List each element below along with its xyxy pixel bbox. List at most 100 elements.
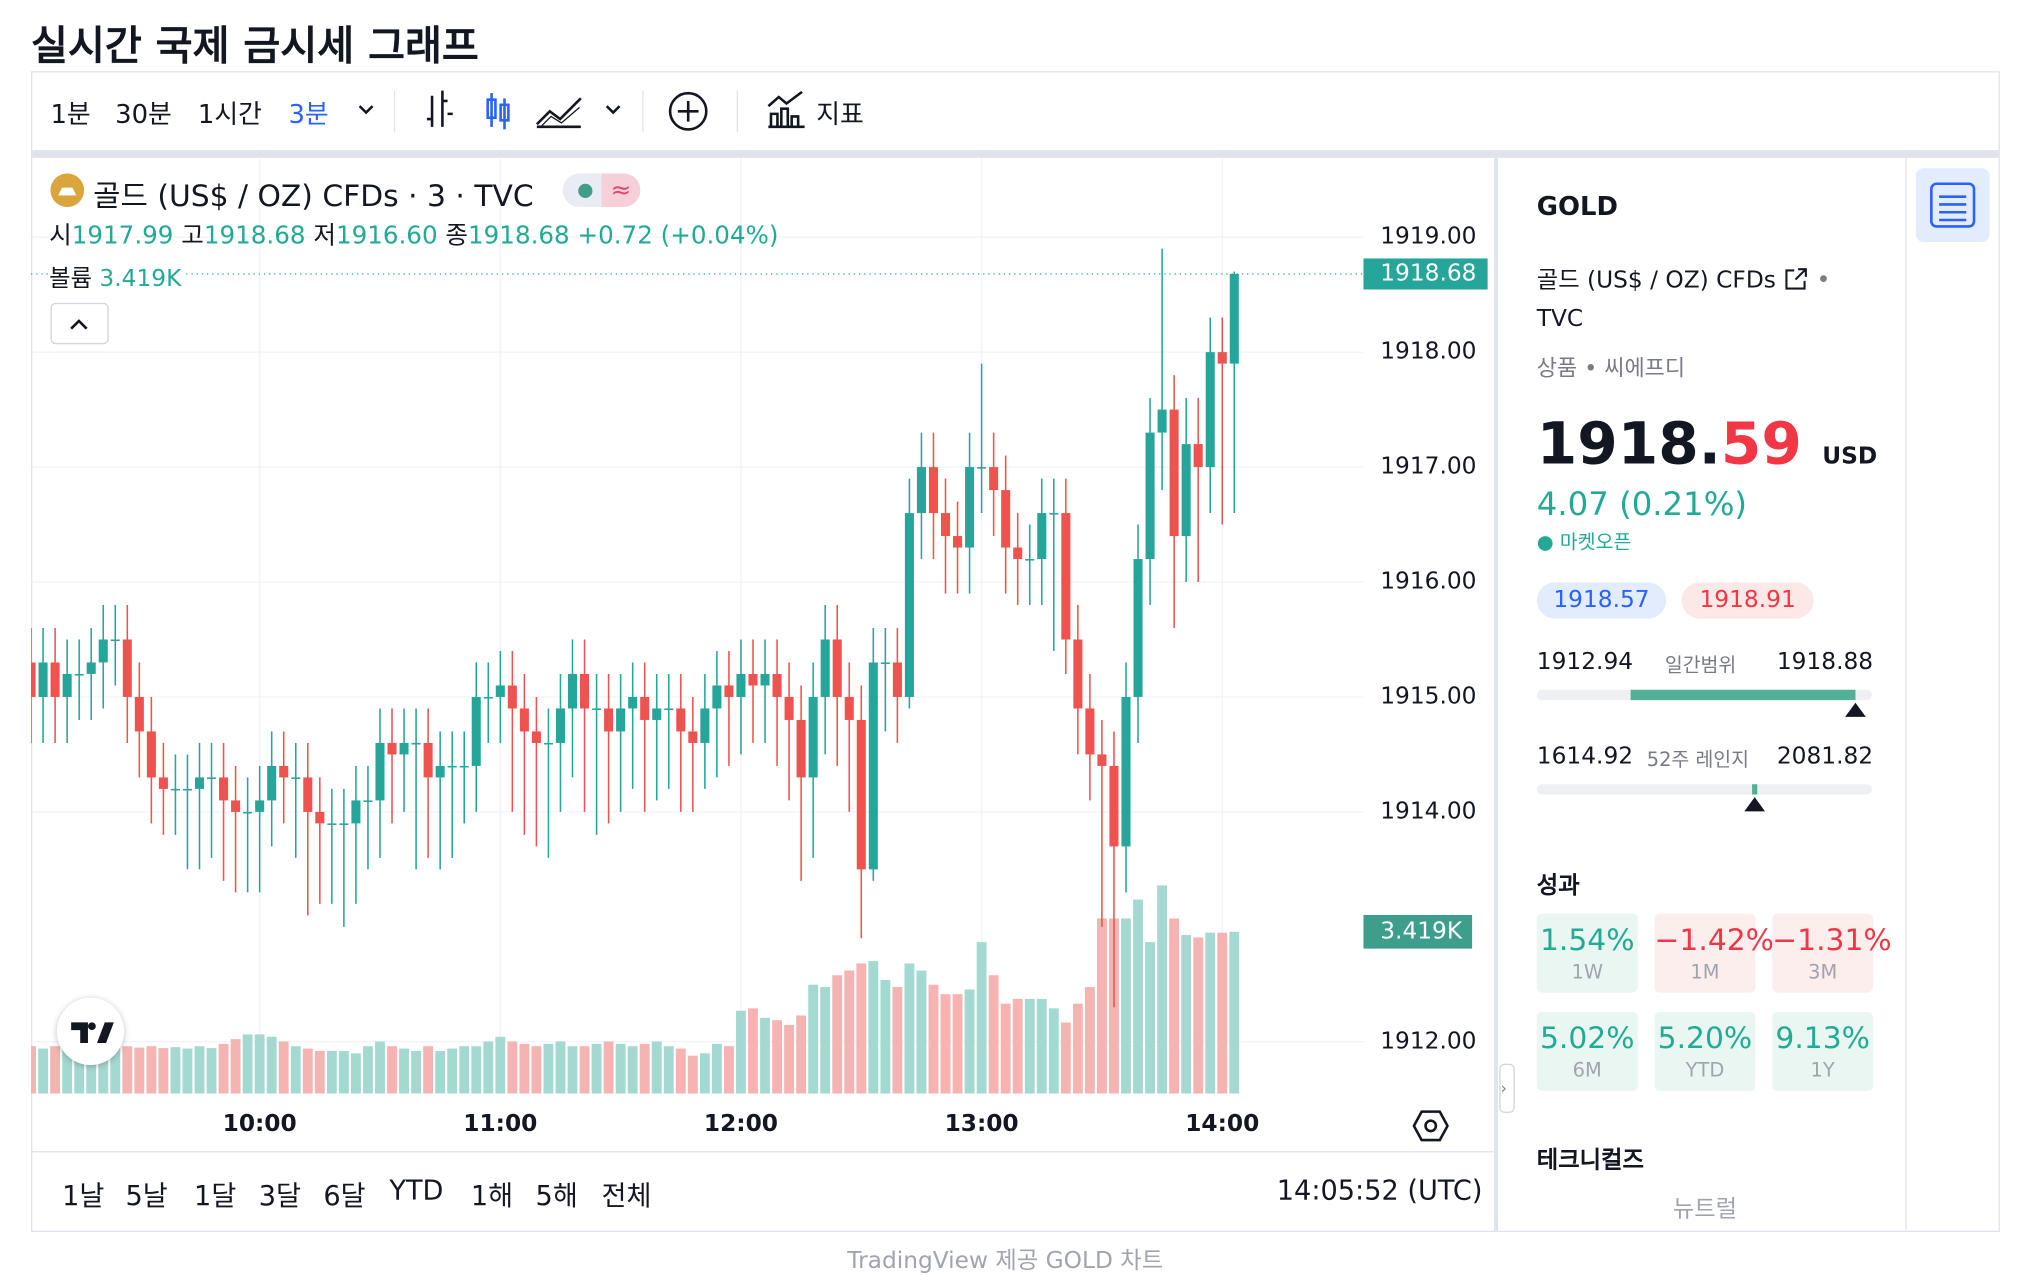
candle-body [483, 696, 493, 699]
performance-card[interactable]: 5.02% 6M [1536, 1011, 1638, 1091]
candle-body [676, 708, 686, 732]
volume-bar [1097, 918, 1107, 1094]
candle-body [592, 708, 602, 711]
y-tick-label: 1919.00 [1380, 223, 1476, 250]
volume-bar [711, 1043, 722, 1094]
day-low: 1912.94 [1536, 648, 1634, 676]
chevron[interactable] [605, 105, 621, 115]
volume-bar [50, 1046, 61, 1094]
x-tick-label: 13:00 [945, 1110, 1019, 1137]
ohlc-label: 고 [181, 221, 204, 250]
performance-card[interactable]: 1.54% 1W [1536, 913, 1638, 993]
volume-bar [1048, 1008, 1059, 1094]
candle-body [363, 800, 373, 802]
volume-bar [471, 1046, 482, 1094]
range-marker [1744, 797, 1766, 812]
volume-bar [1181, 935, 1192, 1094]
candle-body [844, 696, 854, 720]
volume-bar [254, 1034, 265, 1094]
compare-button[interactable] [668, 91, 708, 131]
candle-body [904, 513, 914, 697]
collapse-legend[interactable] [50, 302, 109, 345]
subcategory: 씨에프디 [1604, 355, 1686, 382]
volume-bar [591, 1043, 602, 1094]
candle-body [580, 673, 590, 709]
range-button[interactable]: YTD [389, 1175, 444, 1207]
candle-body [1169, 409, 1179, 537]
volume-bar [784, 1024, 795, 1094]
x-tick-label: 12:00 [704, 1110, 778, 1137]
candle-body [724, 685, 734, 697]
volume-bar [447, 1048, 458, 1094]
interval-button[interactable]: 3분 [288, 98, 329, 130]
candle-body [736, 673, 746, 697]
chevron[interactable] [358, 105, 374, 115]
volume-bar [904, 963, 915, 1094]
range-button[interactable]: 전체 [601, 1180, 652, 1212]
performance-card[interactable]: 5.20% YTD [1654, 1011, 1756, 1091]
volume-bar [555, 1041, 566, 1094]
performance-value: −1.31% [1772, 923, 1892, 958]
performance-card[interactable]: 9.13% 1Y [1772, 1011, 1874, 1091]
indicator-icon[interactable] [767, 90, 805, 129]
performance-value: 1.54% [1539, 923, 1635, 958]
toolbar-icons [358, 90, 805, 132]
ohlc-value: 1918.68 [468, 221, 570, 250]
day-high: 1918.88 [1776, 648, 1874, 676]
bar-style-icon[interactable] [426, 90, 453, 127]
year-range-label: 52주 레인지 [1646, 747, 1750, 772]
volume-bars [31, 885, 1240, 1094]
volume-bar [98, 1046, 109, 1094]
last-price-label: 1918.68 [1380, 259, 1476, 286]
details-button[interactable] [1915, 168, 1990, 242]
volume-bar [351, 1053, 361, 1094]
interval-button[interactable]: 1시간 [197, 98, 262, 130]
candle-body [423, 742, 433, 778]
range-button[interactable]: 3달 [258, 1180, 302, 1212]
range-button[interactable]: 5해 [535, 1180, 578, 1212]
candle-body [243, 811, 253, 814]
volume-bar [988, 975, 999, 1094]
indicators-button[interactable]: 지표 [816, 98, 864, 130]
volume-bar [1012, 998, 1023, 1094]
candle-style-icon[interactable] [486, 93, 510, 130]
interval-button[interactable]: 1분 [50, 98, 91, 130]
x-tick-label: 10:00 [223, 1110, 297, 1137]
volume-bar [844, 970, 855, 1094]
candle-body [531, 731, 541, 743]
price: 1918.59 USD [1537, 409, 1877, 478]
sidebar-toggle[interactable]: › [1499, 1063, 1515, 1113]
range-button[interactable]: 6달 [323, 1180, 366, 1212]
volume-bar [916, 970, 927, 1094]
candle-body [1181, 444, 1191, 537]
y-tick-label: 1914.00 [1380, 797, 1476, 824]
candle-body [784, 696, 794, 720]
range-button[interactable]: 1해 [470, 1180, 514, 1212]
volume-bar [1193, 937, 1204, 1094]
performance-card[interactable]: −1.31% 3M [1772, 913, 1892, 993]
performance-period: 1W [1571, 960, 1604, 984]
tradingview-logo[interactable] [56, 997, 125, 1066]
volume-bar [326, 1050, 337, 1094]
performance-card[interactable]: −1.42% 1M [1654, 913, 1774, 993]
performance-value: 5.20% [1657, 1022, 1753, 1056]
volume-bar [31, 1046, 36, 1094]
interval-button[interactable]: 30분 [115, 98, 172, 130]
volume-bar [976, 942, 987, 1094]
candle-body [1229, 273, 1239, 364]
candle-body [1157, 409, 1167, 433]
grid [31, 157, 1364, 1094]
settings-icon[interactable] [1412, 1108, 1449, 1144]
range-button[interactable]: 1날 [62, 1180, 105, 1212]
area-style-icon[interactable] [535, 97, 582, 129]
volume-bar [38, 1048, 48, 1094]
candle-body [977, 467, 987, 469]
range-button[interactable]: 1달 [194, 1180, 237, 1212]
volume-bar [459, 1046, 470, 1094]
volume-bar [856, 963, 867, 1094]
range-button[interactable]: 5날 [125, 1180, 168, 1212]
candle-body [1121, 696, 1131, 847]
external-link[interactable] [1783, 267, 1809, 290]
volume-bar [1157, 885, 1168, 1094]
